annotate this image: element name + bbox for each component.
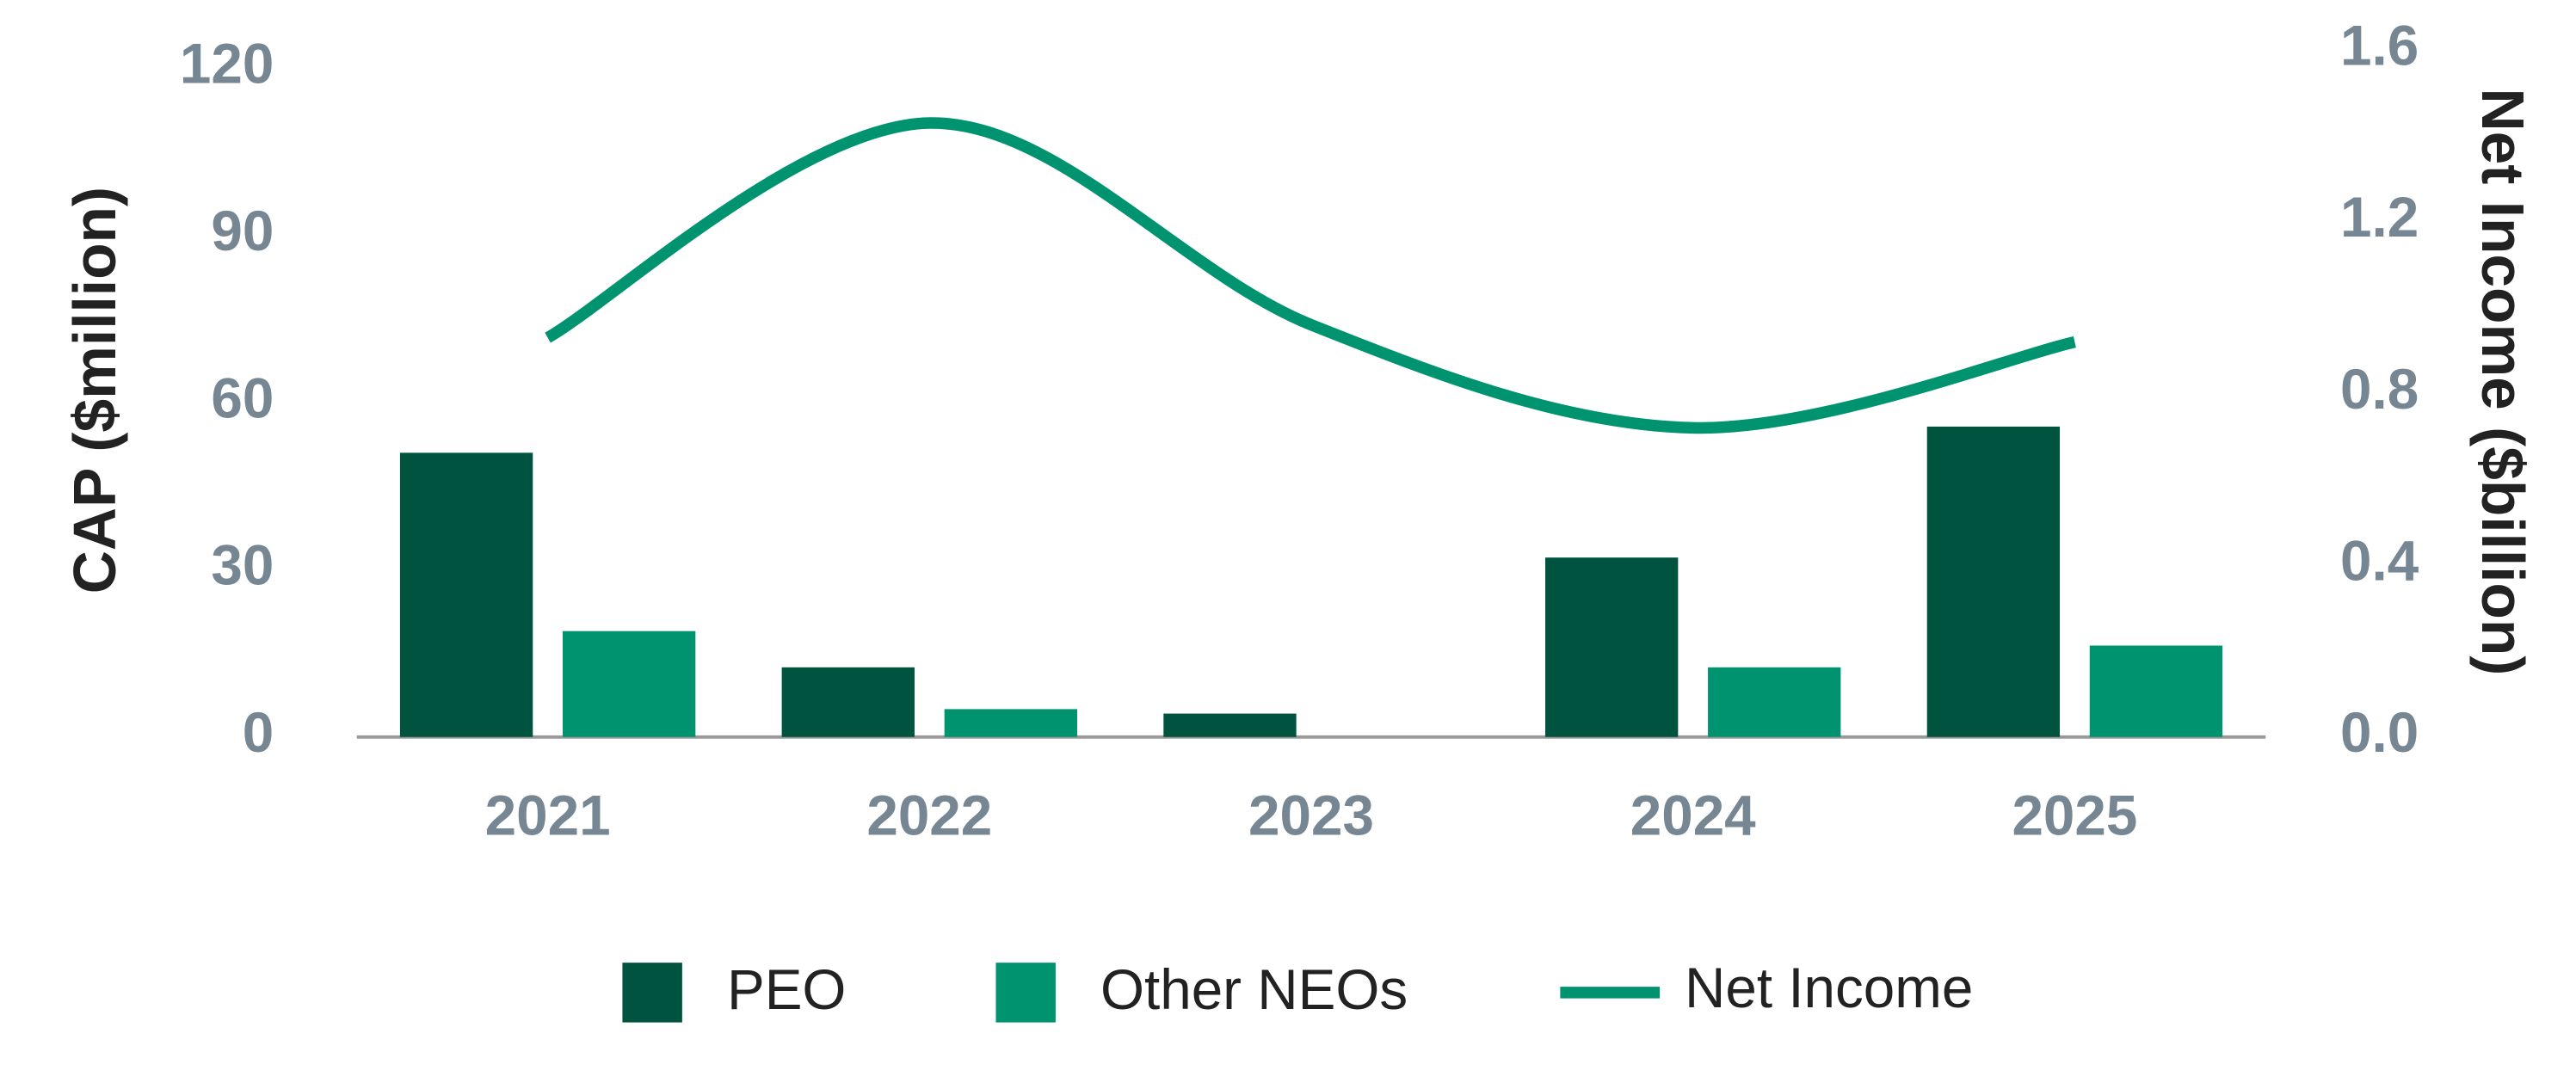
legend-label: Net Income bbox=[1685, 957, 1973, 1019]
bar bbox=[1163, 713, 1297, 737]
y-tick-label: 60 bbox=[211, 366, 274, 429]
y2-axis-title: Net Income ($billion) bbox=[2469, 89, 2536, 676]
bar bbox=[781, 667, 915, 737]
x-tick-label: 2022 bbox=[866, 784, 992, 847]
y-tick-label: 30 bbox=[211, 534, 274, 597]
bar bbox=[1926, 426, 2061, 737]
y-tick-label: 0 bbox=[243, 701, 274, 764]
bar bbox=[1708, 667, 1841, 737]
y2-tick-label: 1.6 bbox=[2340, 14, 2419, 77]
y2-tick-label: 0.4 bbox=[2340, 529, 2419, 592]
legend-label: Other NEOs bbox=[1100, 958, 1408, 1021]
y2-tick-label: 0.8 bbox=[2340, 358, 2419, 421]
bar bbox=[944, 709, 1078, 737]
bar bbox=[399, 452, 533, 737]
y-tick-label: 90 bbox=[211, 200, 274, 262]
y-axis-title: CAP ($million) bbox=[61, 187, 128, 594]
bar bbox=[1545, 557, 1679, 737]
x-tick-label: 2023 bbox=[1248, 784, 1374, 847]
legend-label: PEO bbox=[727, 958, 847, 1021]
y2-tick-label: 1.2 bbox=[2340, 186, 2419, 249]
x-tick-label: 2021 bbox=[485, 784, 611, 847]
y-tick-label: 120 bbox=[180, 33, 274, 95]
legend-swatch bbox=[995, 963, 1056, 1023]
x-tick-label: 2025 bbox=[2012, 784, 2137, 847]
y2-tick-label: 0.0 bbox=[2340, 701, 2419, 764]
bar bbox=[562, 631, 696, 737]
legend-swatch bbox=[622, 963, 682, 1023]
x-tick-label: 2024 bbox=[1630, 784, 1756, 847]
line bbox=[545, 117, 2076, 434]
bar bbox=[2089, 645, 2223, 737]
